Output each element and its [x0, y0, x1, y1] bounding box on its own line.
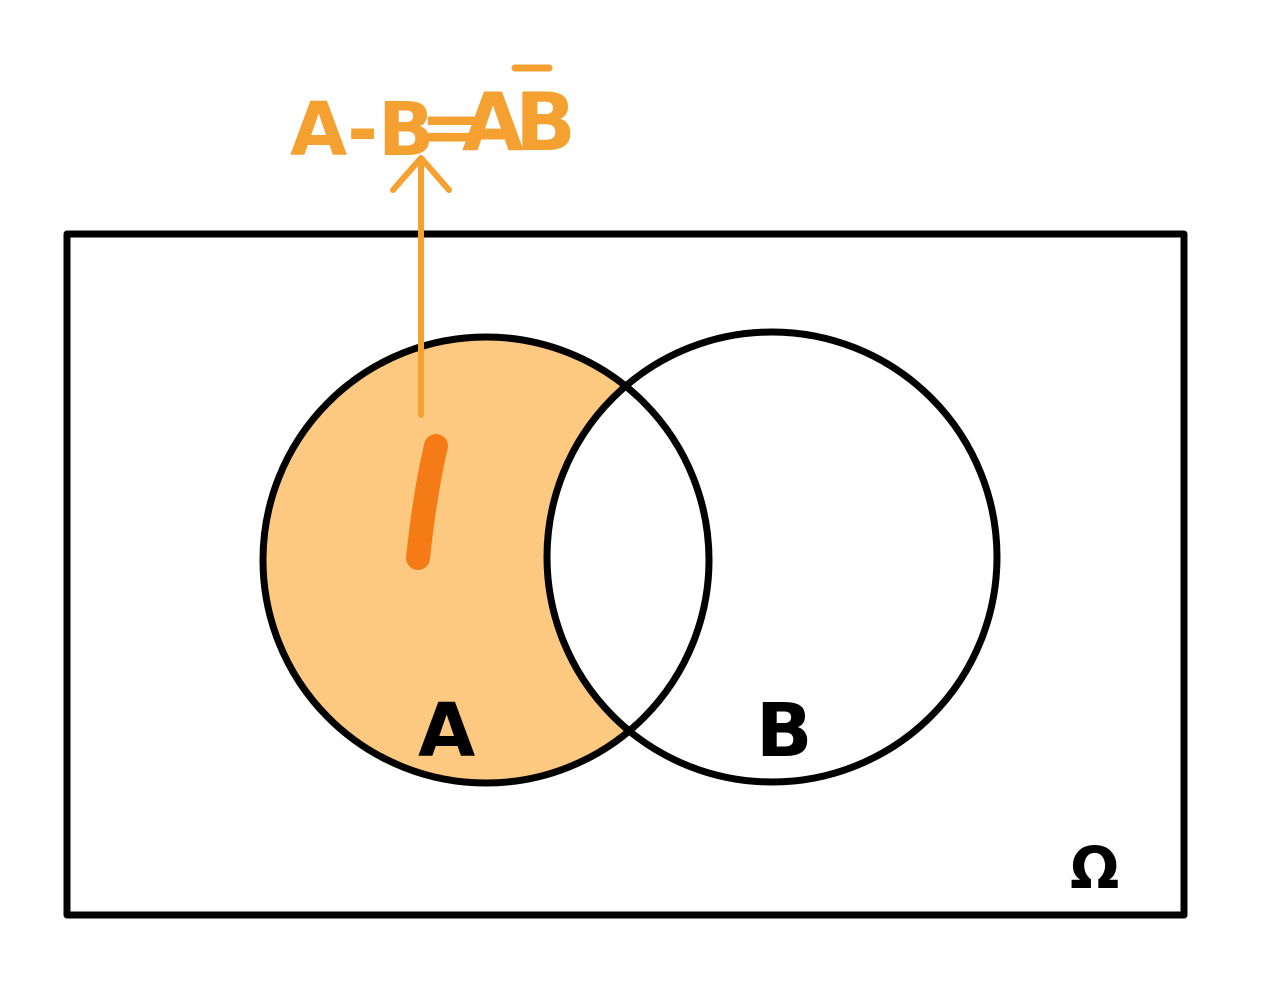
set-a-circle: [259, 333, 713, 787]
universe-label: Ω: [1070, 834, 1119, 902]
set-b-circle: [543, 328, 1001, 786]
formula-lhs: A-B: [290, 87, 434, 173]
formula-equals: =: [420, 84, 482, 170]
annotation-arrow: [390, 155, 452, 418]
universe-rectangle: [63, 230, 1188, 919]
region-marker-stroke: [406, 434, 448, 570]
formula-rhs-a: A: [462, 76, 524, 169]
set-a-label: A: [418, 688, 475, 774]
set-b-label: B: [756, 688, 812, 774]
formula-rhs-b: B: [515, 76, 576, 169]
